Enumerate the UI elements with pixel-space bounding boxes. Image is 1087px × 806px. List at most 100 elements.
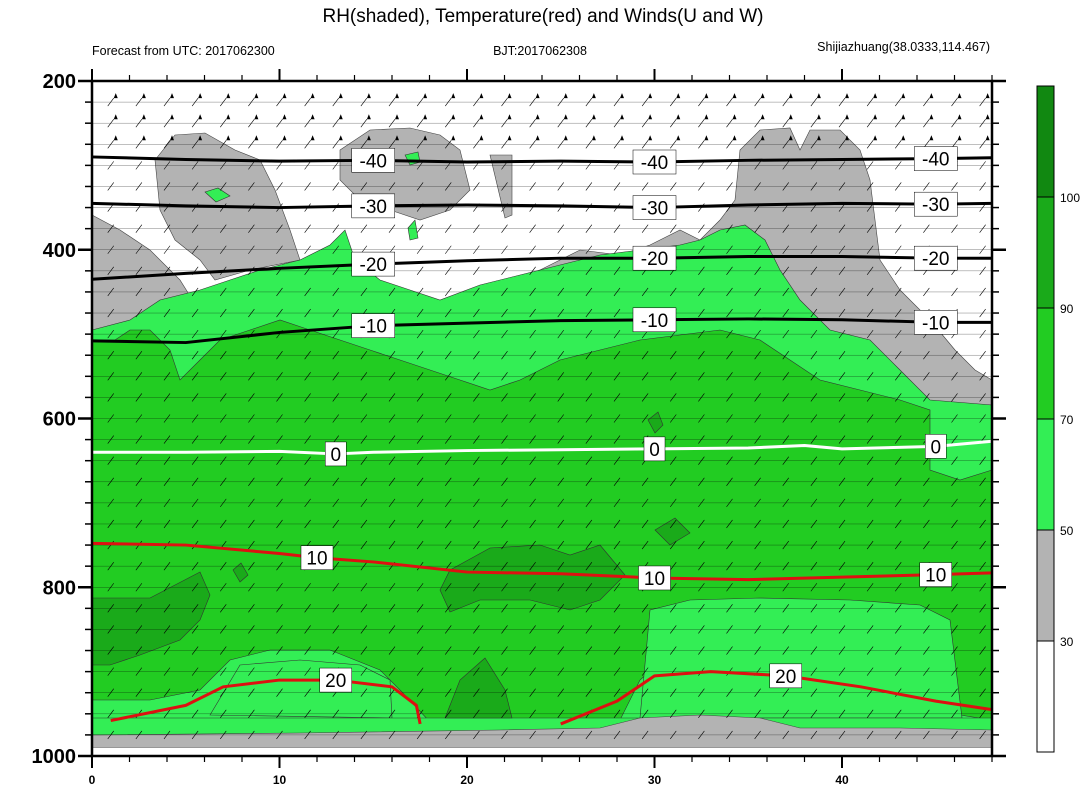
wind-barb [304, 161, 311, 170]
wind-barb [191, 393, 199, 402]
wind-barb [895, 161, 902, 170]
wind-barb [641, 119, 649, 128]
wind-barb [726, 414, 733, 423]
wind-barb [220, 625, 227, 634]
wind-barb [529, 119, 536, 128]
wind-barb [670, 688, 677, 697]
wind-barb [501, 308, 508, 318]
wind-barb [332, 540, 339, 550]
wind-barb [810, 224, 818, 233]
wind-barb-flag [198, 114, 203, 120]
wind-barb [529, 625, 536, 634]
wind-barb [810, 498, 818, 508]
wind-barb [979, 456, 986, 465]
wind-barb [304, 224, 311, 233]
wind-barb [135, 604, 143, 613]
wind-barb [501, 393, 508, 402]
wind-barb [838, 414, 846, 423]
wind-barb [726, 308, 733, 318]
wind-barb-flag [620, 114, 624, 120]
wind-barb-flag [816, 135, 821, 141]
wind-barb [163, 140, 171, 149]
wind-barb [501, 561, 508, 571]
wind-barb [220, 329, 227, 339]
wind-barb [388, 182, 396, 191]
wind-barb [529, 435, 536, 444]
wind-barb [388, 414, 396, 423]
wind-barb [445, 709, 452, 718]
wind-barb [670, 709, 677, 718]
wind-barb [810, 561, 818, 571]
wind-barb [445, 287, 452, 297]
wind-barb [810, 329, 818, 339]
wind-barb [641, 709, 649, 718]
wind-barb [191, 161, 199, 170]
wind-barb [754, 477, 761, 486]
wind-barb [726, 435, 733, 444]
wind-barb [191, 561, 199, 571]
wind-barb [726, 372, 733, 381]
wind-barb-flag [985, 135, 990, 141]
wind-barb [501, 456, 508, 465]
wind-barb [838, 224, 846, 233]
temperature-contour-label: -20 [360, 255, 387, 276]
wind-barb [388, 372, 396, 381]
bjt-subtitle: BJT:2017062308 [493, 44, 587, 58]
wind-barb [107, 414, 114, 423]
wind-barb [445, 97, 452, 107]
wind-barb-flag [929, 114, 934, 120]
wind-barb [698, 308, 705, 318]
wind-barb [191, 625, 199, 634]
wind-barb [951, 540, 958, 550]
wind-barb [726, 688, 733, 697]
wind-barb [557, 161, 564, 170]
wind-barb [135, 688, 143, 697]
wind-barb-flag [591, 135, 596, 141]
wind-barb [923, 667, 930, 676]
wind-barb [726, 540, 733, 550]
wind-barb [501, 435, 508, 444]
wind-barb [810, 730, 818, 740]
wind-barb-flag [395, 135, 399, 141]
wind-barb [585, 393, 593, 402]
wind-barb [360, 456, 368, 465]
wind-barb [445, 266, 452, 276]
temperature-contour-label: 20 [775, 667, 796, 688]
wind-barb [726, 583, 733, 592]
wind-barb [838, 625, 846, 634]
wind-barb [191, 688, 199, 697]
wind-barb-flag [676, 135, 681, 141]
wind-barb [951, 730, 958, 740]
wind-barb [107, 140, 114, 149]
wind-barb [585, 266, 593, 276]
wind-barb [248, 351, 255, 360]
wind-barb [698, 266, 705, 276]
wind-barb [304, 351, 311, 360]
wind-barb [585, 646, 593, 655]
wind-barb-flag [704, 114, 709, 120]
wind-barb-flag [873, 114, 878, 120]
wind-barb [613, 372, 621, 381]
wind-barb [951, 604, 958, 613]
wind-barb [557, 583, 564, 592]
wind-barb [163, 519, 171, 529]
wind-barb [641, 414, 649, 423]
wind-barb [163, 245, 171, 254]
wind-barb [838, 498, 846, 508]
wind-barb [754, 224, 761, 233]
wind-barb [923, 414, 930, 423]
wind-barb [388, 625, 396, 634]
wind-barb [135, 97, 143, 107]
wind-barb [951, 393, 958, 402]
wind-barb [332, 266, 339, 276]
temperature-contour-label: -40 [922, 150, 949, 171]
wind-barb [698, 730, 705, 740]
wind-barb [585, 224, 593, 233]
x-tick-label: 10 [273, 773, 287, 787]
wind-barb [698, 351, 705, 360]
x-tick-label: 40 [835, 773, 849, 787]
contour-label-box [643, 436, 666, 462]
wind-barb [248, 414, 255, 423]
wind-barb [416, 688, 424, 697]
wind-barb [951, 224, 958, 233]
